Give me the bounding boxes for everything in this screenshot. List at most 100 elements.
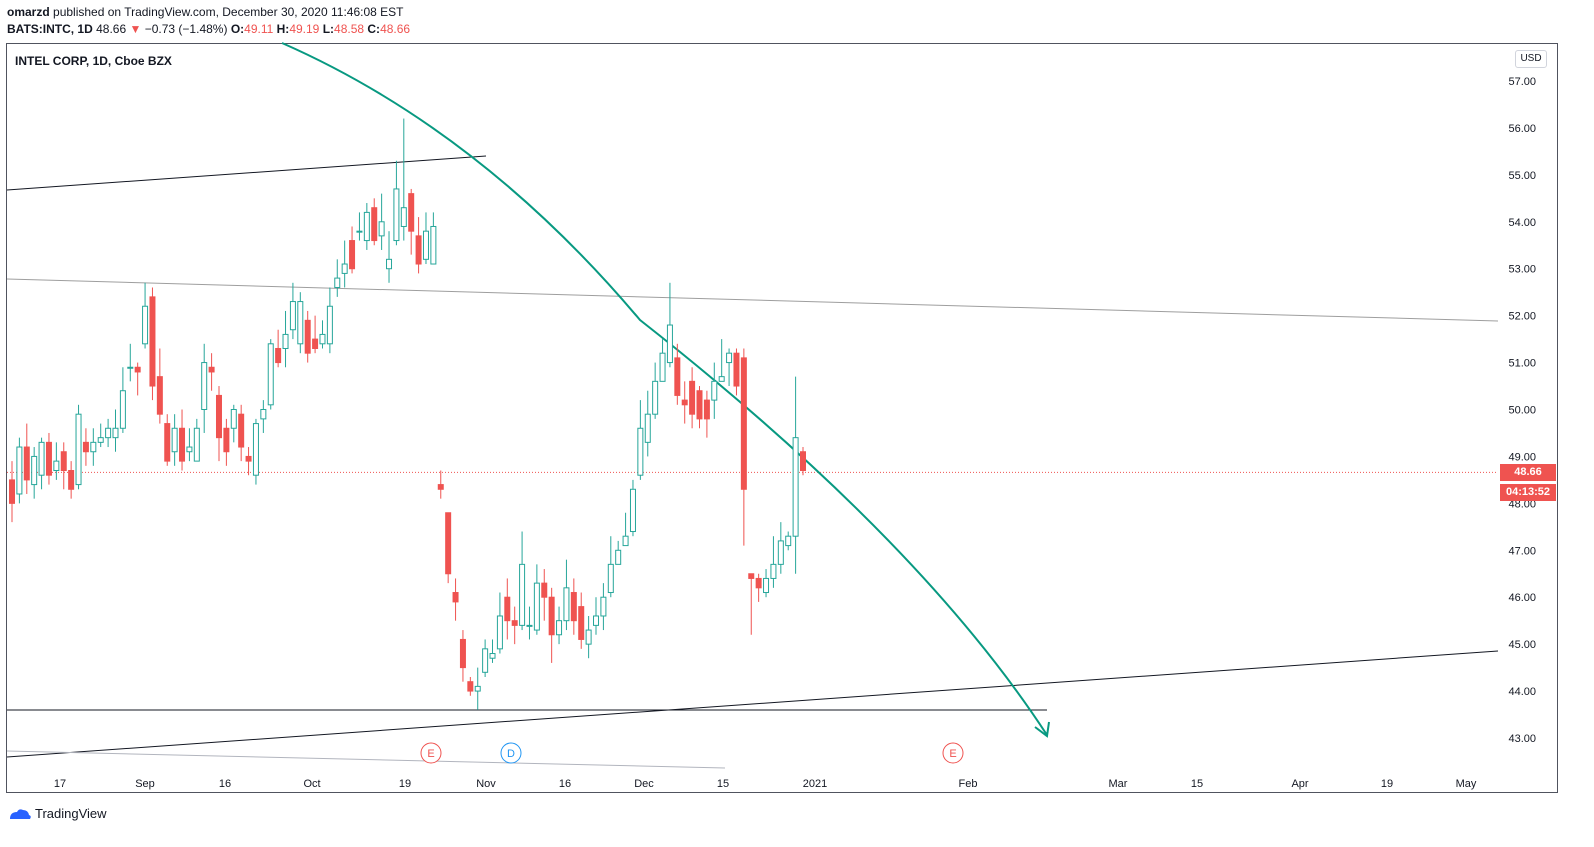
candle-body bbox=[696, 390, 703, 420]
candle-body bbox=[230, 409, 237, 429]
candle-body bbox=[164, 423, 171, 462]
candle-body bbox=[489, 653, 496, 659]
candle-body bbox=[777, 540, 784, 565]
x-tick-label: 19 bbox=[1381, 778, 1393, 790]
x-tick-label: Oct bbox=[303, 778, 320, 790]
candle-body bbox=[644, 413, 651, 443]
upper-trendline bbox=[6, 155, 487, 191]
y-tick-label: 55.00 bbox=[1508, 170, 1536, 182]
earnings-marker bbox=[942, 742, 964, 764]
candle-body bbox=[526, 624, 533, 627]
candle-body bbox=[622, 535, 629, 547]
candle-body bbox=[519, 563, 526, 626]
candle-body bbox=[386, 258, 393, 270]
candle-body bbox=[570, 592, 577, 622]
candle-body bbox=[289, 301, 296, 331]
candle-body bbox=[312, 338, 319, 349]
y-tick-label: 48.00 bbox=[1508, 498, 1536, 510]
candle-body bbox=[341, 263, 348, 274]
candle-body bbox=[748, 573, 755, 579]
candle-body bbox=[363, 211, 370, 242]
open-value: 49.11 bbox=[244, 22, 274, 36]
dividend-marker-label: D bbox=[507, 748, 515, 760]
x-tick-label: Dec bbox=[634, 778, 654, 790]
candle-body bbox=[142, 305, 149, 345]
x-tick-label: 15 bbox=[1191, 778, 1203, 790]
candle-body bbox=[378, 221, 385, 237]
candle-body bbox=[319, 333, 326, 345]
y-tick-label: 56.00 bbox=[1508, 123, 1536, 135]
forecast-arrow-head-icon bbox=[1034, 721, 1050, 738]
x-tick-label: Nov bbox=[476, 778, 496, 790]
y-tick-label: 43.00 bbox=[1508, 733, 1536, 745]
candle-body bbox=[267, 343, 274, 406]
candle-body bbox=[496, 615, 503, 650]
candle-body bbox=[600, 596, 607, 617]
candle-body bbox=[445, 512, 452, 575]
candle-body bbox=[422, 230, 429, 260]
brand-label: TradingView bbox=[35, 806, 107, 821]
candle-body bbox=[770, 563, 777, 579]
chart-legend: INTEL CORP, 1D, Cboe BZX bbox=[15, 54, 172, 68]
candle-body bbox=[371, 207, 378, 242]
y-tick-label: 54.00 bbox=[1508, 217, 1536, 229]
tradingview-brand[interactable]: TradingView bbox=[8, 806, 107, 821]
candle-body bbox=[718, 376, 725, 382]
candle-body bbox=[615, 549, 622, 565]
candle-body bbox=[149, 296, 156, 387]
close-label: C: bbox=[367, 22, 381, 36]
bottom-trendline bbox=[6, 750, 726, 769]
y-tick-label: 52.00 bbox=[1508, 311, 1536, 323]
open-label: O: bbox=[230, 22, 245, 36]
down-arrow-icon: ▼ bbox=[129, 22, 142, 36]
last-price-tag: 48.66 bbox=[1500, 464, 1556, 481]
high-value: 49.19 bbox=[289, 22, 320, 36]
candle-body bbox=[467, 681, 474, 692]
candle-body bbox=[334, 277, 341, 288]
candle-body bbox=[785, 535, 792, 547]
y-tick-label: 53.00 bbox=[1508, 264, 1536, 276]
x-tick-label: 16 bbox=[219, 778, 231, 790]
candle-body bbox=[393, 188, 400, 242]
candle-body bbox=[16, 446, 23, 495]
candle-body bbox=[482, 648, 489, 673]
candle-body bbox=[23, 446, 30, 481]
candle-body bbox=[437, 484, 444, 490]
candle-body bbox=[733, 352, 740, 387]
candle-body bbox=[578, 606, 585, 640]
bar-countdown-tag: 04:13:52 bbox=[1500, 484, 1556, 501]
candle-body bbox=[60, 451, 67, 472]
publish-text: published on TradingView.com, December 3… bbox=[53, 5, 404, 19]
author-name[interactable]: omarzd bbox=[7, 5, 50, 19]
candle-body bbox=[127, 366, 134, 369]
candle-body bbox=[201, 362, 208, 411]
dividend-marker bbox=[500, 742, 522, 764]
x-tick-label: May bbox=[1456, 778, 1477, 790]
tradingview-logo-icon bbox=[10, 808, 31, 819]
x-tick-label: Sep bbox=[135, 778, 155, 790]
currency-button[interactable]: USD bbox=[1515, 50, 1547, 68]
candle-body bbox=[208, 366, 215, 373]
x-tick-label: 17 bbox=[54, 778, 66, 790]
candle-body bbox=[511, 620, 518, 626]
candle-body bbox=[541, 582, 548, 598]
candle-body bbox=[186, 446, 193, 453]
candle-body bbox=[659, 352, 666, 382]
candle-body bbox=[304, 319, 311, 354]
candle-body bbox=[252, 423, 259, 476]
candle-body bbox=[45, 441, 52, 476]
symbol-label: BATS:INTC, 1D bbox=[7, 22, 93, 36]
y-tick-label: 45.00 bbox=[1508, 639, 1536, 651]
publish-info: omarzd published on TradingView.com, Dec… bbox=[7, 5, 403, 19]
x-tick-label: 16 bbox=[559, 778, 571, 790]
chart-frame bbox=[6, 43, 1558, 793]
candle-body bbox=[82, 441, 89, 453]
candle-body bbox=[674, 357, 681, 396]
price-value: 48.66 bbox=[96, 22, 127, 36]
candle-body bbox=[652, 380, 659, 415]
candle-body bbox=[533, 582, 540, 631]
earnings-marker-label: E bbox=[427, 748, 434, 760]
candle-body bbox=[711, 380, 718, 401]
candle-body bbox=[459, 638, 466, 669]
